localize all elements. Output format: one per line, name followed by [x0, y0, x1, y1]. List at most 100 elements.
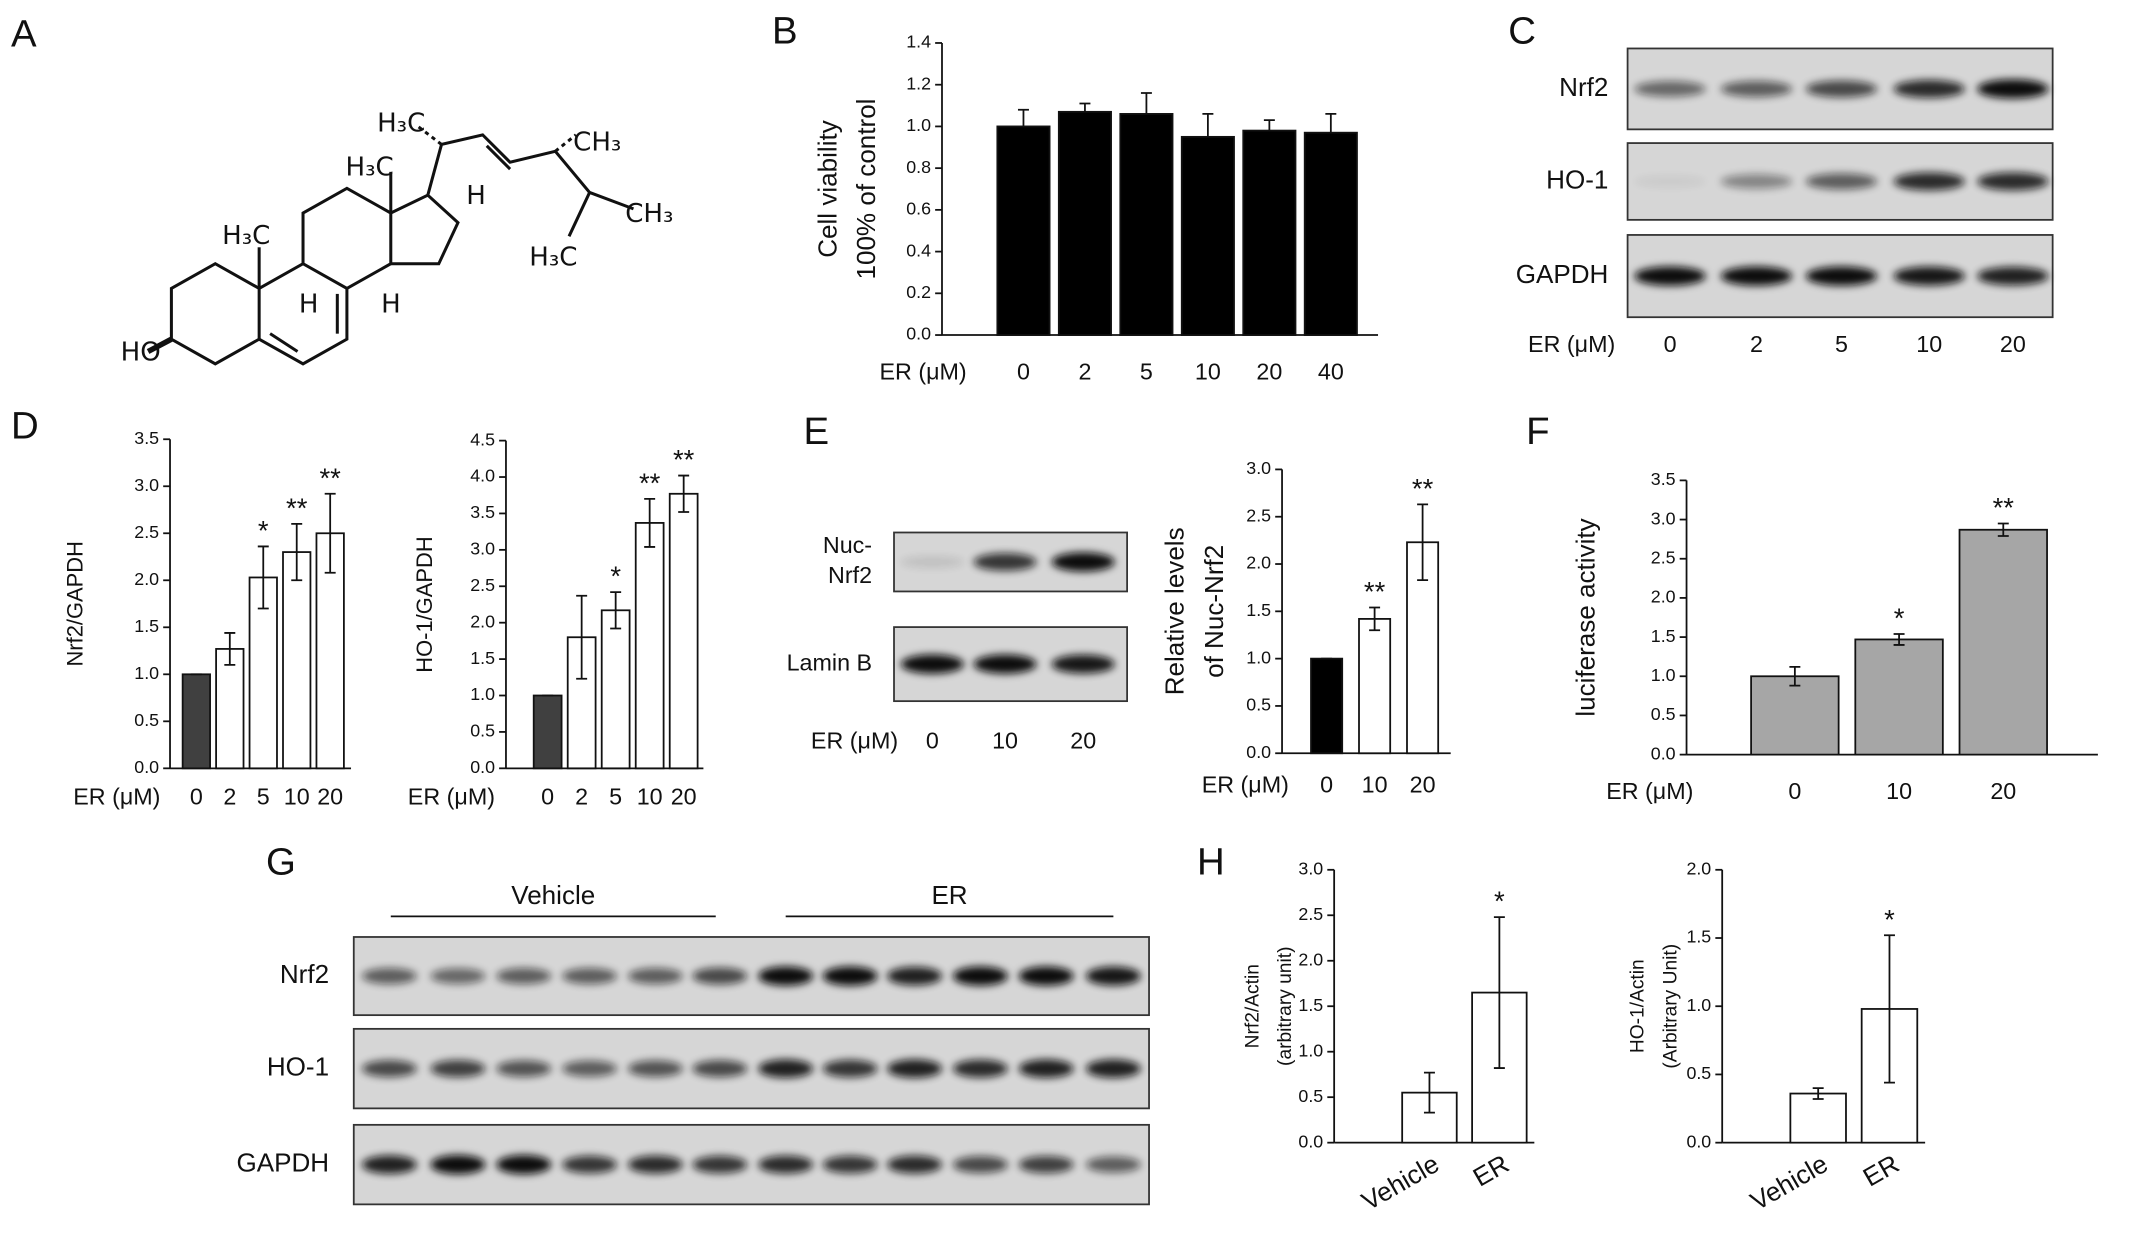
y-tick-label: 0.5	[1651, 704, 1676, 724]
x-tick-label: 2	[575, 784, 588, 810]
y-tick-label: 3.5	[1651, 469, 1676, 489]
y-tick-label: 2.5	[1298, 904, 1323, 924]
y-tick-label: 2.0	[1298, 949, 1323, 969]
blot-row-label: HO-1	[1546, 164, 1608, 194]
lane-label: 10	[1916, 331, 1942, 357]
y-tick-label: 1.4	[906, 32, 931, 52]
blot-band	[1085, 966, 1141, 986]
error-bar	[576, 594, 588, 680]
error-bar	[1202, 113, 1214, 137]
bar	[1119, 113, 1174, 336]
significance-label: **	[1364, 576, 1386, 607]
blot-band	[361, 1060, 417, 1078]
blot-band	[758, 966, 814, 986]
group-label: ER	[931, 880, 967, 910]
bar	[634, 522, 665, 770]
y-tick-label: 2.0	[134, 569, 159, 589]
y-tick-label: 1.0	[1298, 1040, 1323, 1060]
y-tick-label: 0.5	[470, 721, 495, 741]
blot-band	[496, 967, 552, 985]
bar	[1358, 618, 1392, 755]
y-tick-label: 1.5	[134, 616, 159, 636]
y-tick-label: 0.0	[1246, 742, 1271, 762]
x-tick-label: 5	[257, 784, 270, 810]
error-bar	[1017, 108, 1029, 127]
error-bar	[257, 545, 269, 610]
significance-label: *	[1884, 904, 1895, 935]
y-tick-label: 0.5	[1298, 1086, 1323, 1106]
x-tick-label: 20	[1410, 771, 1436, 797]
y-tick-label: 1.5	[1246, 600, 1271, 620]
error-bar	[291, 522, 303, 582]
blot-band	[1051, 552, 1115, 572]
y-tick-label: 0.0	[470, 757, 495, 777]
lane-label: 5	[1835, 331, 1848, 357]
significance-label: *	[1894, 602, 1905, 633]
blot-band	[822, 1155, 878, 1174]
blot-band	[1977, 79, 2049, 99]
y-axis-label: HO-1/Actin	[1628, 959, 1649, 1053]
blot-band	[1018, 1155, 1074, 1174]
y-axis-label: Cell viability	[812, 120, 842, 258]
x-tick-label: ER	[1468, 1148, 1514, 1192]
blot-band	[562, 1060, 618, 1077]
y-tick-label: 1.5	[1298, 995, 1323, 1015]
significance-label: *	[1494, 886, 1505, 917]
blot-band	[1634, 266, 1706, 286]
x-axis-label: ER (μM)	[1202, 771, 1289, 797]
blot-row-label: HO-1	[267, 1051, 329, 1081]
x-tick-label: 0	[1320, 771, 1333, 797]
bar	[1180, 135, 1235, 336]
blot-band	[1805, 173, 1878, 190]
blot-strip	[352, 936, 1150, 1017]
x-tick-label: 10	[1886, 778, 1912, 804]
x-axis-label: ER (μM)	[1606, 778, 1693, 804]
y-tick-label: 0.4	[906, 240, 931, 260]
y-axis-label: Nrf2/GAPDH	[63, 541, 88, 666]
x-tick-label: 2	[1078, 359, 1091, 385]
blot-band	[1893, 79, 1965, 98]
y-tick-label: 1.5	[470, 648, 495, 668]
y-tick-label: 0.6	[906, 199, 931, 219]
x-axis-label: ER (μM)	[73, 784, 160, 810]
y-tick-label: 2.5	[1651, 547, 1676, 567]
bar	[1057, 110, 1112, 336]
bar	[1310, 657, 1344, 755]
bar	[1958, 528, 2048, 756]
bar	[532, 694, 563, 770]
y-tick-label: 0.5	[1246, 695, 1271, 715]
y-tick-label: 3.0	[1651, 508, 1676, 528]
blot-band	[1805, 80, 1878, 98]
significance-label: **	[639, 467, 661, 498]
x-tick-label: 5	[609, 784, 622, 810]
y-axis-label: (Arbitrary Unit)	[1661, 944, 1682, 1069]
y-tick-label: 0.0	[1298, 1131, 1323, 1151]
blot-band	[952, 1059, 1008, 1078]
lane-label: 0	[1664, 331, 1677, 357]
blot-band	[1720, 174, 1793, 189]
x-tick-label: 40	[1318, 359, 1344, 385]
chem-label: H	[299, 289, 319, 319]
blot-band	[430, 1059, 486, 1078]
y-tick-label: 1.0	[1246, 647, 1271, 667]
error-bar	[1417, 503, 1429, 581]
significance-label: *	[258, 515, 269, 546]
y-axis-label: Nrf2/Actin	[1242, 964, 1263, 1048]
blot-band	[361, 1155, 417, 1174]
x-tick-label: 0	[541, 784, 554, 810]
blot-row-label: GAPDH	[1516, 259, 1609, 289]
bar	[668, 492, 699, 770]
bar	[1854, 638, 1944, 756]
blot-band	[822, 966, 878, 986]
panel-letter: D	[11, 404, 39, 447]
blot-band	[952, 1156, 1008, 1174]
blot-band	[1634, 81, 1706, 97]
y-tick-label: 2.0	[1246, 553, 1271, 573]
y-axis-label: (arbitrary unit)	[1275, 947, 1296, 1066]
panel-letter: C	[1508, 10, 1536, 53]
blot-row-label: Nrf2	[280, 959, 329, 989]
x-tick-label: 20	[1256, 359, 1282, 385]
y-tick-label: 0.2	[906, 282, 931, 302]
blot-row-label: Nrf2	[1559, 72, 1608, 102]
